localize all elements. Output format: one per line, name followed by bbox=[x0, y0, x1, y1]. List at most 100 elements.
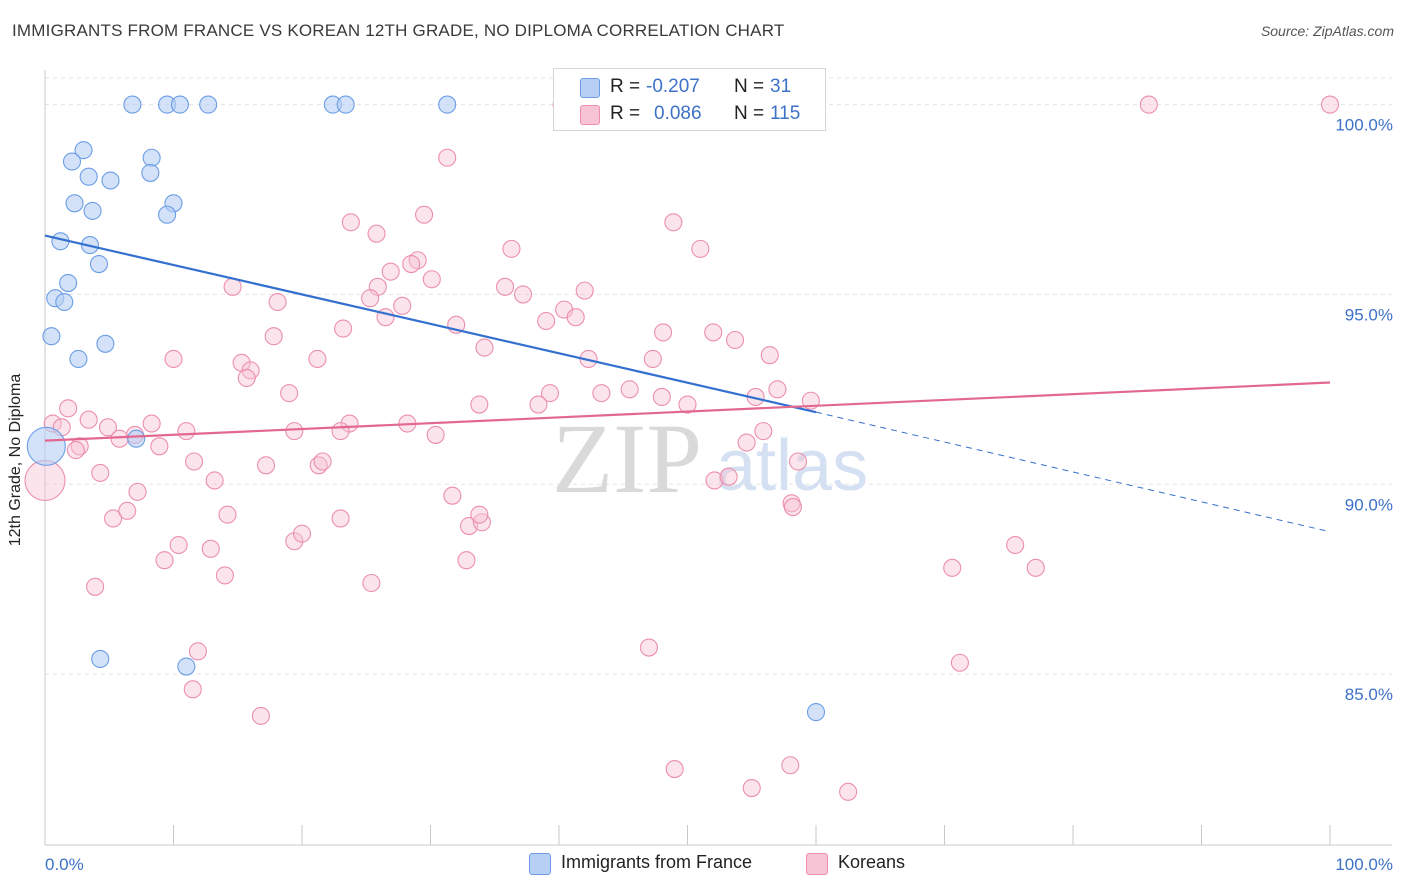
data-point-france bbox=[123, 95, 142, 114]
data-point-france bbox=[199, 95, 218, 114]
n-label: N = bbox=[734, 76, 765, 97]
data-point-france bbox=[101, 171, 120, 190]
watermark-atlas: atlas bbox=[716, 426, 868, 506]
data-point-france bbox=[806, 703, 826, 722]
data-point-koreans bbox=[201, 539, 220, 558]
data-point-koreans bbox=[183, 680, 202, 699]
data-point-koreans bbox=[540, 384, 560, 403]
watermark-zip: ZIP bbox=[552, 403, 702, 514]
data-point-koreans bbox=[575, 281, 594, 300]
stats-box: R = -0.207 N = 31 R = 0.086 N = 115 bbox=[553, 68, 826, 131]
stats-row-france: R = -0.207 N = 31 bbox=[554, 74, 825, 100]
data-point-koreans bbox=[438, 148, 457, 167]
data-point-koreans bbox=[177, 422, 196, 441]
koreans-swatch bbox=[806, 853, 828, 875]
data-point-koreans bbox=[313, 452, 332, 471]
y-tick-label: 100.0% bbox=[1335, 116, 1393, 135]
data-point-koreans bbox=[1026, 558, 1045, 577]
r-label: R = bbox=[610, 76, 641, 97]
data-point-france bbox=[141, 163, 160, 182]
data-point-koreans bbox=[188, 642, 207, 661]
y-tick-label: 90.0% bbox=[1345, 495, 1393, 514]
data-point-koreans bbox=[513, 285, 533, 304]
data-point-koreans bbox=[768, 380, 787, 399]
data-point-koreans bbox=[457, 551, 476, 570]
data-point-koreans bbox=[367, 224, 386, 243]
data-point-koreans bbox=[79, 410, 98, 429]
data-point-koreans bbox=[361, 289, 380, 308]
data-point-france bbox=[42, 327, 61, 346]
data-point-koreans bbox=[256, 456, 276, 475]
data-point-koreans bbox=[705, 471, 724, 490]
data-point-koreans bbox=[719, 467, 738, 486]
x-tick-label-min: 0.0% bbox=[45, 855, 84, 874]
data-point-france bbox=[142, 148, 161, 167]
data-point-koreans bbox=[620, 380, 639, 399]
data-point-koreans bbox=[691, 239, 710, 258]
data-point-koreans bbox=[1006, 535, 1025, 555]
n-value: 31 bbox=[770, 76, 792, 97]
data-point-france bbox=[26, 426, 66, 466]
source-credit: Source: ZipAtlas.com bbox=[1260, 23, 1394, 39]
data-point-koreans bbox=[110, 429, 129, 448]
data-point-koreans bbox=[98, 418, 118, 437]
data-point-koreans bbox=[341, 213, 360, 232]
data-point-koreans bbox=[678, 395, 697, 414]
data-point-koreans bbox=[285, 532, 304, 551]
watermark: ZIP atlas bbox=[552, 403, 868, 514]
data-point-koreans bbox=[128, 482, 147, 501]
data-point-france bbox=[336, 95, 355, 114]
data-point-koreans bbox=[943, 558, 962, 577]
data-point-koreans bbox=[292, 524, 312, 543]
france-points bbox=[26, 95, 826, 722]
data-point-koreans bbox=[652, 387, 671, 407]
data-point-koreans bbox=[839, 782, 858, 801]
france-swatch bbox=[529, 853, 551, 875]
data-point-france bbox=[91, 649, 110, 668]
data-point-koreans bbox=[639, 638, 659, 657]
data-point-koreans bbox=[331, 422, 350, 441]
data-point-koreans bbox=[91, 463, 110, 482]
data-point-koreans bbox=[104, 509, 123, 528]
data-point-koreans bbox=[1320, 95, 1340, 114]
data-point-koreans bbox=[164, 349, 183, 369]
data-point-koreans bbox=[381, 262, 400, 281]
data-point-koreans bbox=[704, 323, 723, 342]
data-point-koreans bbox=[665, 760, 684, 779]
data-point-france bbox=[177, 657, 196, 676]
data-point-koreans bbox=[218, 505, 237, 524]
data-point-koreans bbox=[1139, 95, 1158, 114]
data-point-koreans bbox=[285, 422, 304, 441]
data-point-koreans bbox=[654, 323, 673, 342]
data-point-koreans bbox=[66, 441, 85, 460]
data-point-koreans bbox=[470, 505, 489, 524]
data-point-france bbox=[438, 95, 457, 114]
data-point-koreans bbox=[422, 270, 441, 289]
data-point-koreans bbox=[215, 566, 234, 585]
data-point-koreans bbox=[308, 349, 327, 369]
data-point-koreans bbox=[24, 459, 66, 502]
tick-labels: 85.0% 90.0% 95.0% 100.0% 0.0% 100.0% bbox=[45, 116, 1393, 874]
data-point-france bbox=[170, 95, 189, 114]
data-point-france bbox=[127, 429, 146, 448]
data-point-france bbox=[89, 255, 109, 274]
data-point-france bbox=[96, 334, 115, 353]
data-point-koreans bbox=[362, 573, 381, 593]
data-point-koreans bbox=[426, 425, 445, 444]
legend-label: Koreans bbox=[838, 852, 906, 872]
data-point-koreans bbox=[475, 338, 494, 357]
data-point-koreans bbox=[415, 205, 434, 224]
data-point-koreans bbox=[334, 319, 353, 338]
data-point-koreans bbox=[185, 452, 204, 471]
chart-title: IMMIGRANTS FROM FRANCE VS KOREAN 12TH GR… bbox=[12, 21, 785, 40]
data-point-koreans bbox=[502, 239, 521, 258]
trend-lines bbox=[44, 234, 1331, 533]
data-point-koreans bbox=[470, 395, 489, 414]
data-point-koreans bbox=[592, 384, 611, 403]
data-point-koreans bbox=[781, 756, 800, 775]
data-point-koreans bbox=[566, 308, 585, 327]
y-tick-label: 85.0% bbox=[1345, 685, 1393, 704]
data-point-france bbox=[55, 292, 74, 312]
data-point-koreans bbox=[402, 255, 421, 274]
